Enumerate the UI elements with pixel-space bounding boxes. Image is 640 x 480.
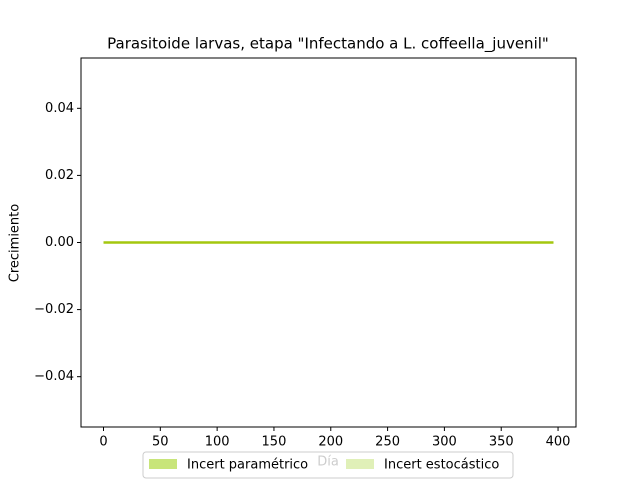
x-tick-label: 300 bbox=[432, 435, 457, 450]
x-tick-label: 100 bbox=[205, 435, 230, 450]
x-tick-label: 250 bbox=[375, 435, 400, 450]
legend-label: Incert paramétrico bbox=[187, 458, 308, 473]
x-tick-label: 150 bbox=[262, 435, 287, 450]
y-tick-label: −0.02 bbox=[34, 302, 74, 317]
y-axis-label: Crecimiento bbox=[8, 204, 23, 283]
x-tick-label: 350 bbox=[489, 435, 514, 450]
axes-frame bbox=[80, 57, 577, 428]
x-tick-label: 50 bbox=[152, 435, 169, 450]
y-tick-label: 0.04 bbox=[45, 101, 74, 116]
y-tick-label: 0.02 bbox=[45, 168, 74, 183]
y-tick-label: 0.00 bbox=[45, 235, 74, 250]
x-tick-label: 200 bbox=[318, 435, 343, 450]
y-tick-label: −0.04 bbox=[34, 369, 74, 384]
x-tick-label: 400 bbox=[546, 435, 571, 450]
legend-swatch bbox=[346, 459, 374, 469]
legend-label: Incert estocástico bbox=[384, 458, 499, 473]
chart-title: Parasitoide larvas, etapa "Infectando a … bbox=[107, 35, 549, 54]
x-tick-label: 0 bbox=[99, 435, 107, 450]
legend-box bbox=[142, 451, 514, 479]
legend-swatch bbox=[149, 459, 177, 469]
